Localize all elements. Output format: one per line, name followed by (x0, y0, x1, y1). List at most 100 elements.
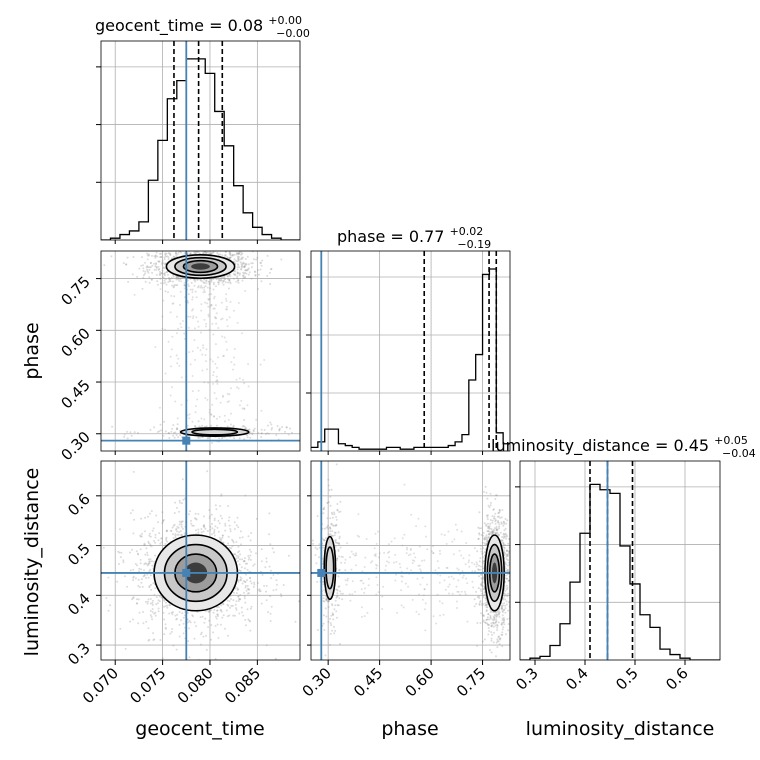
sample-point (237, 279, 239, 282)
sample-point (247, 385, 250, 388)
sample-point (485, 534, 488, 537)
sample-point (228, 251, 231, 254)
sample-point (202, 635, 205, 638)
sample-point (222, 394, 225, 397)
sample-point (243, 407, 245, 410)
sample-point (490, 625, 493, 628)
sample-point (224, 627, 226, 630)
sample-point (245, 272, 248, 275)
sample-point (246, 592, 249, 595)
sample-point (233, 553, 236, 556)
sample-point (216, 382, 219, 385)
sample-point (224, 254, 227, 257)
sample-point (511, 523, 513, 525)
sample-point (187, 315, 190, 318)
sample-point (506, 549, 508, 552)
sample-point (485, 618, 488, 621)
sample-point (217, 356, 219, 359)
sample-point (169, 278, 172, 280)
sample-point (486, 606, 489, 609)
sample-point (506, 569, 509, 571)
sample-point (148, 281, 151, 284)
sample-point (271, 547, 274, 550)
sample-point (491, 519, 494, 522)
sample-point (132, 576, 135, 579)
sample-point (217, 615, 219, 617)
sample-point (236, 263, 239, 266)
sample-point (483, 538, 486, 541)
sample-point (216, 609, 219, 612)
sample-point (430, 550, 433, 553)
sample-point (331, 603, 333, 605)
sample-point (164, 290, 167, 293)
sample-point (423, 559, 426, 562)
sample-point (504, 543, 507, 546)
sample-point (205, 634, 207, 637)
sample-point (338, 537, 341, 540)
sample-point (493, 529, 496, 532)
sample-point (243, 265, 246, 268)
sample-point (329, 504, 332, 507)
sample-point (218, 536, 221, 539)
sample-point (209, 525, 212, 528)
sample-point (207, 381, 210, 384)
sample-point (481, 585, 484, 587)
sample-point (339, 590, 342, 593)
sample-point (133, 431, 136, 434)
sample-point (445, 542, 448, 545)
sample-point (159, 274, 162, 277)
sample-point (323, 600, 326, 603)
sample-point (236, 268, 239, 271)
sample-point (336, 588, 339, 591)
sample-point (213, 528, 216, 531)
sample-point (236, 260, 239, 263)
sample-point (229, 243, 231, 245)
sample-point (331, 629, 333, 632)
sample-point (317, 629, 319, 631)
sample-point (177, 277, 180, 280)
sample-point (491, 531, 494, 534)
sample-point (236, 516, 239, 519)
sample-point (207, 245, 209, 247)
sample-point (227, 604, 230, 607)
sample-point (161, 262, 163, 265)
sample-point (327, 606, 330, 609)
sample-point (199, 286, 202, 289)
sample-point (500, 521, 503, 524)
sample-point (217, 281, 220, 284)
sample-point (507, 629, 510, 632)
sample-point (155, 262, 158, 265)
sample-point (123, 433, 126, 436)
sample-point (486, 497, 489, 500)
sample-point (164, 372, 167, 375)
sample-point (275, 588, 278, 591)
sample-point (322, 597, 325, 600)
sample-point (153, 426, 156, 429)
sample-point (244, 271, 247, 274)
sample-point (274, 657, 277, 660)
sample-point (228, 614, 231, 617)
sample-point (177, 246, 179, 248)
sample-point (148, 532, 151, 535)
sample-point (155, 273, 158, 276)
sample-point (349, 556, 351, 559)
sample-point (158, 430, 161, 433)
sample-point (239, 258, 242, 261)
sample-point (336, 508, 339, 511)
sample-point (498, 509, 501, 512)
sample-point (260, 428, 263, 431)
sample-point (479, 544, 482, 547)
sample-point (170, 294, 173, 297)
sample-point (144, 530, 146, 533)
sample-point (461, 576, 464, 579)
sample-point (150, 510, 153, 513)
sample-point (191, 614, 194, 617)
sample-point (193, 637, 196, 640)
sample-point (481, 577, 484, 580)
sample-point (167, 256, 170, 259)
sample-point (484, 536, 487, 539)
sample-point (357, 513, 360, 516)
sample-point (368, 577, 370, 580)
sample-point (254, 273, 257, 276)
sample-point (232, 591, 235, 594)
